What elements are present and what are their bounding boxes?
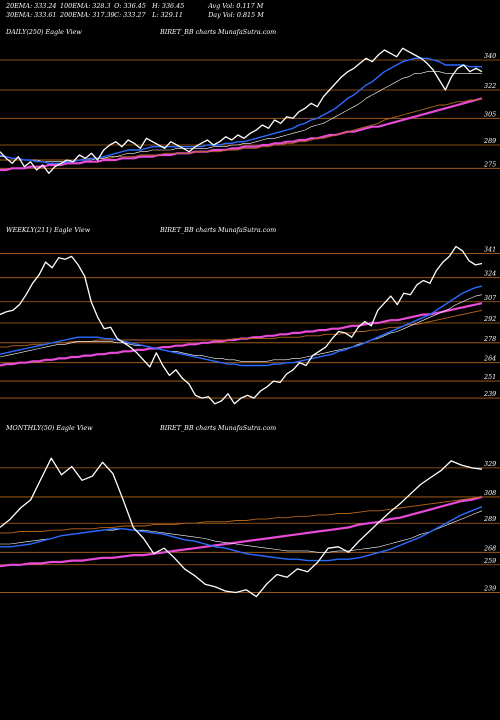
high-stat: H: 336.45: [152, 2, 185, 10]
monthly-tick-label-239: 239: [483, 584, 496, 592]
header-row-1: 20EMA: 333.24 100EMA: 328.3 O: 336.45 H:…: [6, 2, 264, 11]
weekly-tick-label-292: 292: [483, 315, 496, 323]
avg-vol-stat: Avg Vol: 0.117 M: [208, 2, 264, 10]
daily-ema200-line: [0, 97, 483, 172]
open-stat: O: 336.45: [114, 2, 146, 10]
weekly-tick-label-278: 278: [483, 335, 496, 343]
ema30-stat: 30EMA: 333.61: [6, 11, 57, 19]
monthly-panel-source: BIRET_BB charts MunafaSutra.com: [160, 424, 277, 432]
monthly-tick-label-259: 259: [483, 557, 496, 565]
monthly-tick-label-268: 268: [483, 544, 496, 552]
ema100-stat: 100EMA: 328.3: [60, 2, 111, 10]
weekly-tick-label-239: 239: [483, 390, 496, 398]
header-stats: 20EMA: 333.24 100EMA: 328.3 O: 336.45 H:…: [6, 2, 264, 20]
weekly-ema100-line: [0, 309, 483, 348]
daily-tick-label-305: 305: [484, 110, 496, 118]
weekly-tick-label-324: 324: [484, 270, 496, 278]
monthly-panel-title: MONTHLY(50) Eagle View: [6, 424, 93, 432]
daily-tick-label-289: 289: [483, 137, 496, 145]
monthly-ema30-line: [0, 510, 483, 553]
ema200-stat: 200EMA: 317.39: [60, 11, 115, 19]
header-row-2: 30EMA: 333.61 200EMA: 317.39 C: 333.27 L…: [6, 11, 264, 20]
weekly-panel-source: BIRET_BB charts MunafaSutra.com: [160, 226, 277, 234]
monthly-ema200-line: [0, 495, 483, 568]
monthly-ema20-line: [0, 505, 483, 562]
weekly-ema30-line: [0, 294, 483, 362]
day-vol-stat: Day Vol: 0.815 M: [208, 11, 264, 19]
daily-panel-title: DAILY(250) Eagle View: [6, 28, 82, 36]
daily-tick-label-275: 275: [483, 160, 496, 168]
weekly-ema20-line: [0, 285, 483, 367]
daily-tick-label-322: 322: [484, 82, 496, 90]
daily-tick-label-340: 340: [484, 52, 496, 60]
daily-ema100-line: [0, 97, 483, 161]
daily-panel-source: BIRET_BB charts MunafaSutra.com: [160, 28, 277, 36]
monthly-chart: 329 308 289 268 259 239: [0, 436, 500, 616]
weekly-tick-label-307: 307: [484, 294, 497, 302]
monthly-tick-label-329: 329: [484, 460, 496, 468]
weekly-tick-label-264: 264: [483, 355, 496, 363]
weekly-tick-label-341: 341: [484, 246, 496, 254]
ema20-stat: 20EMA: 333.24: [6, 2, 57, 10]
close-stat: C: 333.27: [114, 11, 146, 19]
daily-ema20-line: [0, 57, 482, 165]
weekly-price-line: [0, 245, 483, 405]
weekly-tick-label-251: 251: [483, 373, 496, 381]
daily-chart-svg: 340 322 305 289 275: [0, 47, 500, 174]
monthly-ema100-line: [0, 496, 483, 534]
monthly-price-line: [0, 457, 483, 598]
monthly-tick-label-308: 308: [484, 489, 496, 497]
daily-chart: 340 322 305 289 275: [0, 40, 500, 190]
monthly-chart-svg: 329 308 289 268 259 239: [0, 457, 500, 598]
monthly-tick-label-289: 289: [483, 515, 496, 523]
weekly-panel-title: WEEKLY(211) Eagle View: [6, 226, 91, 234]
weekly-ema200-line: [0, 302, 483, 367]
daily-price-line: [0, 47, 483, 174]
weekly-chart: 341 324 307 292 278 264 251 239: [0, 238, 500, 408]
low-stat: L: 329.11: [152, 11, 183, 19]
weekly-chart-svg: 341 324 307 292 278 264 251 239: [0, 245, 500, 405]
